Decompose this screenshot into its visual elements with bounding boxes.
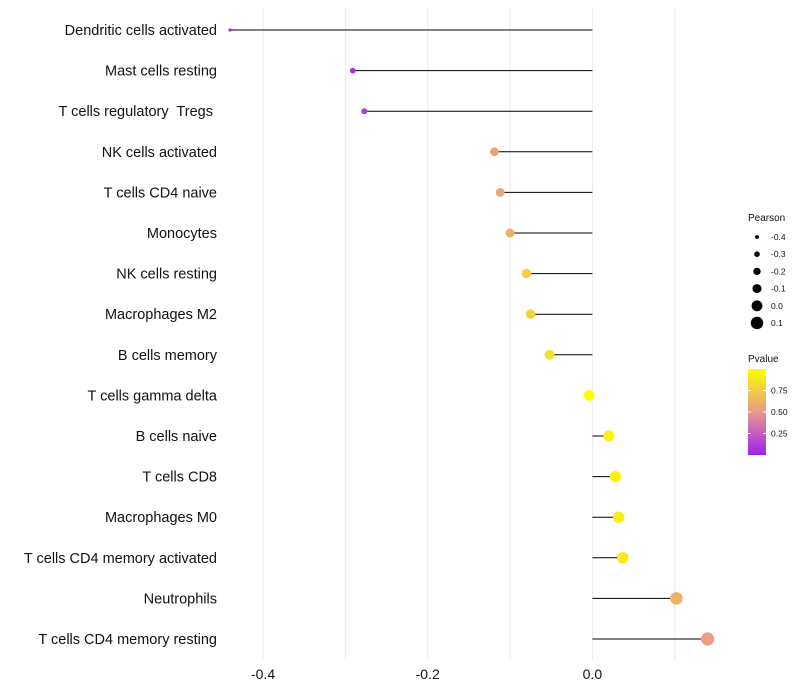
size-legend-key (753, 267, 761, 276)
x-tick-label: 0.0 (583, 666, 603, 682)
size-legend-key (750, 316, 764, 330)
pearson-size-legend: Pearson -0.4 -0.3 -0.2 -0.1 0.0 0.1 (748, 213, 786, 330)
size-legend-label: 0.0 (771, 301, 783, 311)
color-legend-label: 0.25 (771, 429, 788, 439)
lollipop-point (521, 268, 532, 279)
category-label: B cells naive (136, 429, 217, 445)
size-legend-title: Pearson (748, 213, 785, 224)
size-legend-key (754, 251, 760, 257)
lollipop-point (490, 147, 499, 157)
category-label: T cells CD4 naive (104, 185, 217, 201)
category-label: Monocytes (147, 226, 217, 242)
pvalue-color-legend: Pvalue 0.25 0.50 0.75 (748, 354, 788, 455)
grid-lines (262, 8, 676, 660)
lollipop-point (505, 228, 515, 238)
category-label: Neutrophils (144, 591, 217, 607)
category-label: B cells memory (118, 348, 218, 364)
lollipop-stems (230, 29, 708, 640)
lollipop-point (228, 28, 232, 32)
size-legend-label: -0.2 (771, 266, 786, 276)
category-label: NK cells activated (102, 145, 217, 161)
size-legend-key (755, 235, 759, 239)
size-legend-key (751, 300, 763, 312)
x-axis-ticks: -0.4 -0.2 0.0 (251, 666, 602, 682)
lollipop-point (495, 187, 505, 197)
category-label: T cells CD4 memory activated (24, 551, 217, 567)
size-legend-label: -0.1 (771, 284, 786, 294)
pvalue-colorbar (748, 369, 766, 455)
category-label: T cells CD4 memory resting (38, 632, 217, 648)
category-label: T cells gamma delta (88, 388, 218, 404)
lollipop-point (609, 470, 622, 483)
lollipop-point (544, 349, 555, 360)
lollipop-point (361, 108, 368, 115)
lollipop-point (613, 511, 625, 523)
category-label: Mast cells resting (105, 64, 217, 80)
size-legend-key (752, 284, 762, 294)
category-label: Macrophages M0 (105, 510, 217, 526)
category-label: Dendritic cells activated (65, 23, 217, 39)
lollipop-point (603, 430, 615, 442)
lollipop-point (701, 632, 715, 646)
size-legend-label: 0.1 (771, 318, 783, 328)
lollipop-point (349, 67, 356, 74)
x-tick-label: -0.4 (251, 666, 275, 682)
lollipop-point (617, 552, 629, 564)
category-label: Macrophages M2 (105, 307, 217, 323)
color-legend-label: 0.50 (771, 407, 788, 417)
lollipop-point (583, 390, 595, 401)
lollipop-point (670, 592, 683, 605)
size-legend-label: -0.3 (771, 249, 786, 259)
category-label: NK cells resting (116, 267, 217, 283)
category-label: T cells CD8 (142, 470, 217, 486)
category-labels: Dendritic cells activated Mast cells rest… (24, 23, 218, 648)
size-legend-label: -0.4 (771, 232, 786, 242)
category-label: T cells regulatory Tregs (59, 104, 218, 120)
color-legend-title: Pvalue (748, 354, 779, 365)
color-legend-label: 0.75 (771, 386, 788, 396)
x-tick-label: -0.2 (416, 666, 440, 682)
lollipop-point (525, 309, 536, 319)
lollipop-points (228, 28, 715, 646)
